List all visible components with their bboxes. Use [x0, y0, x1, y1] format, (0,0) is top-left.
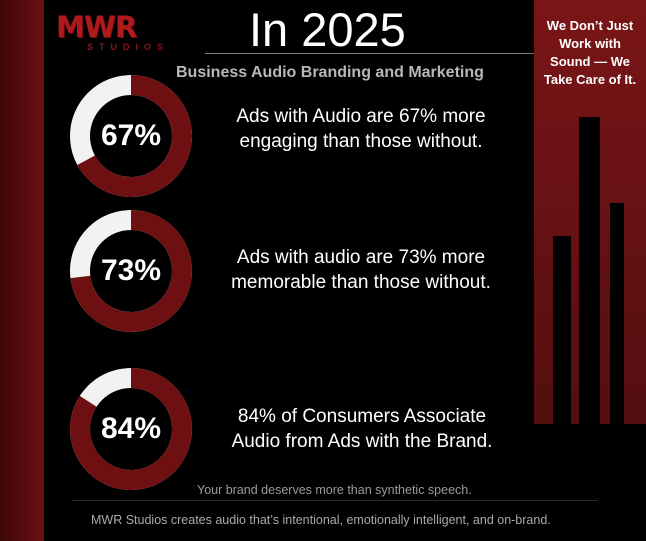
donut-progress-arc: [70, 368, 192, 490]
donut-ring: [70, 75, 192, 197]
footer-divider: [72, 500, 598, 501]
stat-text-line: Ads with audio are 73% more: [236, 247, 486, 268]
skyline-bar: [553, 236, 571, 441]
donut-ring: [70, 210, 192, 332]
stat-text: Ads with audio are 73% more memorable th…: [220, 245, 502, 295]
donut-progress-arc: [70, 75, 192, 197]
footer-band: [44, 495, 646, 541]
stat-text: Ads with Audio are 67% more engaging tha…: [220, 104, 502, 154]
skyline-bar: [610, 203, 624, 441]
footer-note: Your brand deserves more than synthetic …: [197, 483, 472, 497]
page-subtitle: Business Audio Branding and Marketing: [176, 64, 484, 81]
footer-text: MWR Studios creates audio that’s intenti…: [91, 513, 551, 527]
stat-text-line: Audio from Ads with the Brand.: [231, 431, 493, 452]
logo-subtitle: STUDIOS: [86, 42, 169, 52]
page-title: In 2025: [249, 3, 406, 56]
donut-percent-label: 84%: [100, 412, 162, 445]
donut-progress-arc: [70, 210, 192, 332]
donut-percent-label: 67%: [100, 119, 162, 152]
donut-ring: [70, 368, 192, 490]
stat-text: 84% of Consumers Associate Audio from Ad…: [217, 404, 507, 454]
donut-chart: 67%: [69, 74, 193, 198]
title-divider: [205, 53, 534, 54]
mwr-studios-logo: MWR STUDIOS: [56, 10, 200, 52]
left-edge-gradient: [0, 0, 44, 541]
skyline-bar: [579, 117, 600, 441]
donut-chart: 73%: [69, 209, 193, 333]
logo-letters: MWR: [56, 10, 137, 44]
donut-chart: 84%: [69, 367, 193, 491]
donut-percent-label: 73%: [100, 254, 162, 287]
stat-text-line: memorable than those without.: [231, 272, 491, 293]
stat-text-line: engaging than those without.: [239, 131, 483, 152]
tagline: We Don’t Just Work with Sound — We Take …: [543, 18, 637, 87]
skyline-base: [534, 436, 646, 496]
stat-text-line: 84% of Consumers Associate: [237, 406, 487, 427]
stat-text-line: Ads with Audio are 67% more: [236, 106, 486, 127]
